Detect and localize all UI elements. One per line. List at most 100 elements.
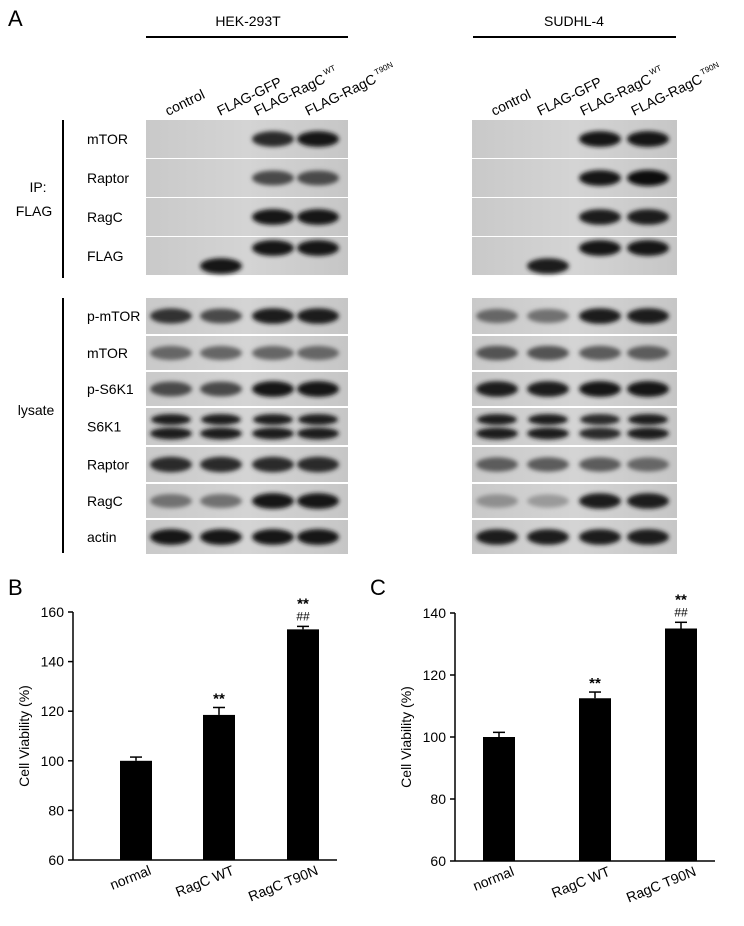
band: [201, 414, 241, 425]
blot-lysate-6-sudhl4: [472, 520, 677, 554]
blot-lysate-1-hek293t: [146, 336, 348, 370]
band: [627, 345, 669, 361]
band: [527, 494, 569, 508]
band: [252, 308, 294, 324]
band: [527, 345, 569, 361]
band: [150, 529, 192, 545]
band: [297, 493, 339, 509]
y-tick-label: 120: [41, 703, 65, 719]
row-label-lysate-1: mTOR: [87, 345, 128, 361]
band: [627, 240, 669, 256]
band: [252, 170, 294, 186]
band: [297, 131, 339, 147]
blot-lysate-2-sudhl4: [472, 372, 677, 406]
cell-line-sudhl4: SUDHL-4: [544, 13, 604, 29]
bar-b-1: [203, 714, 235, 860]
y-tick-label: 80: [430, 791, 446, 807]
band: [252, 529, 294, 545]
band: [150, 308, 192, 324]
band: [297, 240, 339, 256]
blot-lysate-2-hek293t: [146, 372, 348, 406]
annotation-hash: ##: [296, 609, 310, 623]
blot-ip-2-sudhl4: [472, 198, 677, 236]
blot-ip-0-sudhl4: [472, 120, 677, 158]
band: [476, 494, 518, 508]
bar-c-0: [483, 737, 515, 861]
band: [579, 209, 621, 225]
row-label-lysate-0: p-mTOR: [87, 308, 140, 324]
band: [150, 345, 192, 361]
band: [579, 240, 621, 256]
band: [150, 427, 192, 440]
category-label-0: normal: [470, 863, 516, 894]
annotation-hash: ##: [674, 605, 688, 619]
group-label-lysate: lysate: [18, 402, 55, 418]
annotation-star: **: [589, 675, 601, 692]
category-label-2: RagC T90N: [246, 862, 320, 904]
blot-lysate-4-sudhl4: [472, 447, 677, 482]
row-label-lysate-3: S6K1: [87, 419, 121, 435]
blot-lysate-0-hek293t: [146, 298, 348, 334]
band: [200, 456, 242, 473]
band: [252, 345, 294, 361]
blot-lysate-5-hek293t: [146, 484, 348, 518]
y-tick-label: 100: [423, 729, 447, 745]
band: [200, 494, 242, 508]
band: [476, 457, 518, 472]
band: [527, 381, 569, 397]
band: [297, 529, 339, 545]
band: [297, 308, 339, 324]
annotation-star: **: [213, 690, 225, 707]
band: [627, 381, 669, 397]
band: [200, 381, 242, 397]
y-tick-label: 140: [41, 654, 65, 670]
blot-lysate-5-sudhl4: [472, 484, 677, 518]
band: [579, 131, 621, 147]
band: [627, 427, 669, 440]
band: [627, 209, 669, 225]
bar-b-0: [120, 760, 152, 860]
band: [150, 381, 192, 397]
row-label-lysate-6: actin: [87, 529, 117, 545]
band: [627, 529, 669, 545]
band: [252, 456, 294, 473]
band: [151, 414, 191, 425]
band: [298, 414, 338, 425]
y-tick-label: 120: [423, 667, 447, 683]
row-label-lysate-4: Raptor: [87, 457, 129, 473]
bar-c-2: [665, 628, 697, 861]
band: [580, 414, 620, 425]
band: [200, 258, 242, 274]
blot-ip-3-sudhl4: [472, 237, 677, 275]
lane-label-hek293t-0: control: [162, 86, 207, 119]
group-label-ip: IP:: [29, 179, 46, 195]
band: [579, 529, 621, 545]
row-label-ip-3: FLAG: [87, 248, 124, 264]
band: [297, 381, 339, 397]
band: [627, 170, 669, 186]
blot-lysate-4-hek293t: [146, 447, 348, 482]
band: [579, 493, 621, 509]
category-label-2: RagC T90N: [624, 863, 698, 905]
band: [297, 345, 339, 361]
band: [579, 457, 621, 472]
band: [527, 457, 569, 472]
band: [150, 494, 192, 508]
band: [627, 493, 669, 509]
band: [150, 456, 192, 473]
band: [253, 414, 293, 425]
y-tick-label: 60: [430, 853, 446, 869]
band: [477, 414, 517, 425]
band: [579, 170, 621, 186]
band: [297, 209, 339, 225]
band: [527, 258, 569, 274]
chart-c: 60 80 100 120 140 Cell Viability (%) normal ** R…: [398, 591, 715, 905]
y-tick-label: 80: [48, 802, 64, 818]
bar-c-1: [579, 698, 611, 861]
band: [476, 381, 518, 397]
band: [476, 427, 518, 440]
annotation-star: **: [675, 591, 687, 608]
blot-ip-1-sudhl4: [472, 159, 677, 197]
y-axis-label: Cell Viability (%): [16, 685, 32, 787]
